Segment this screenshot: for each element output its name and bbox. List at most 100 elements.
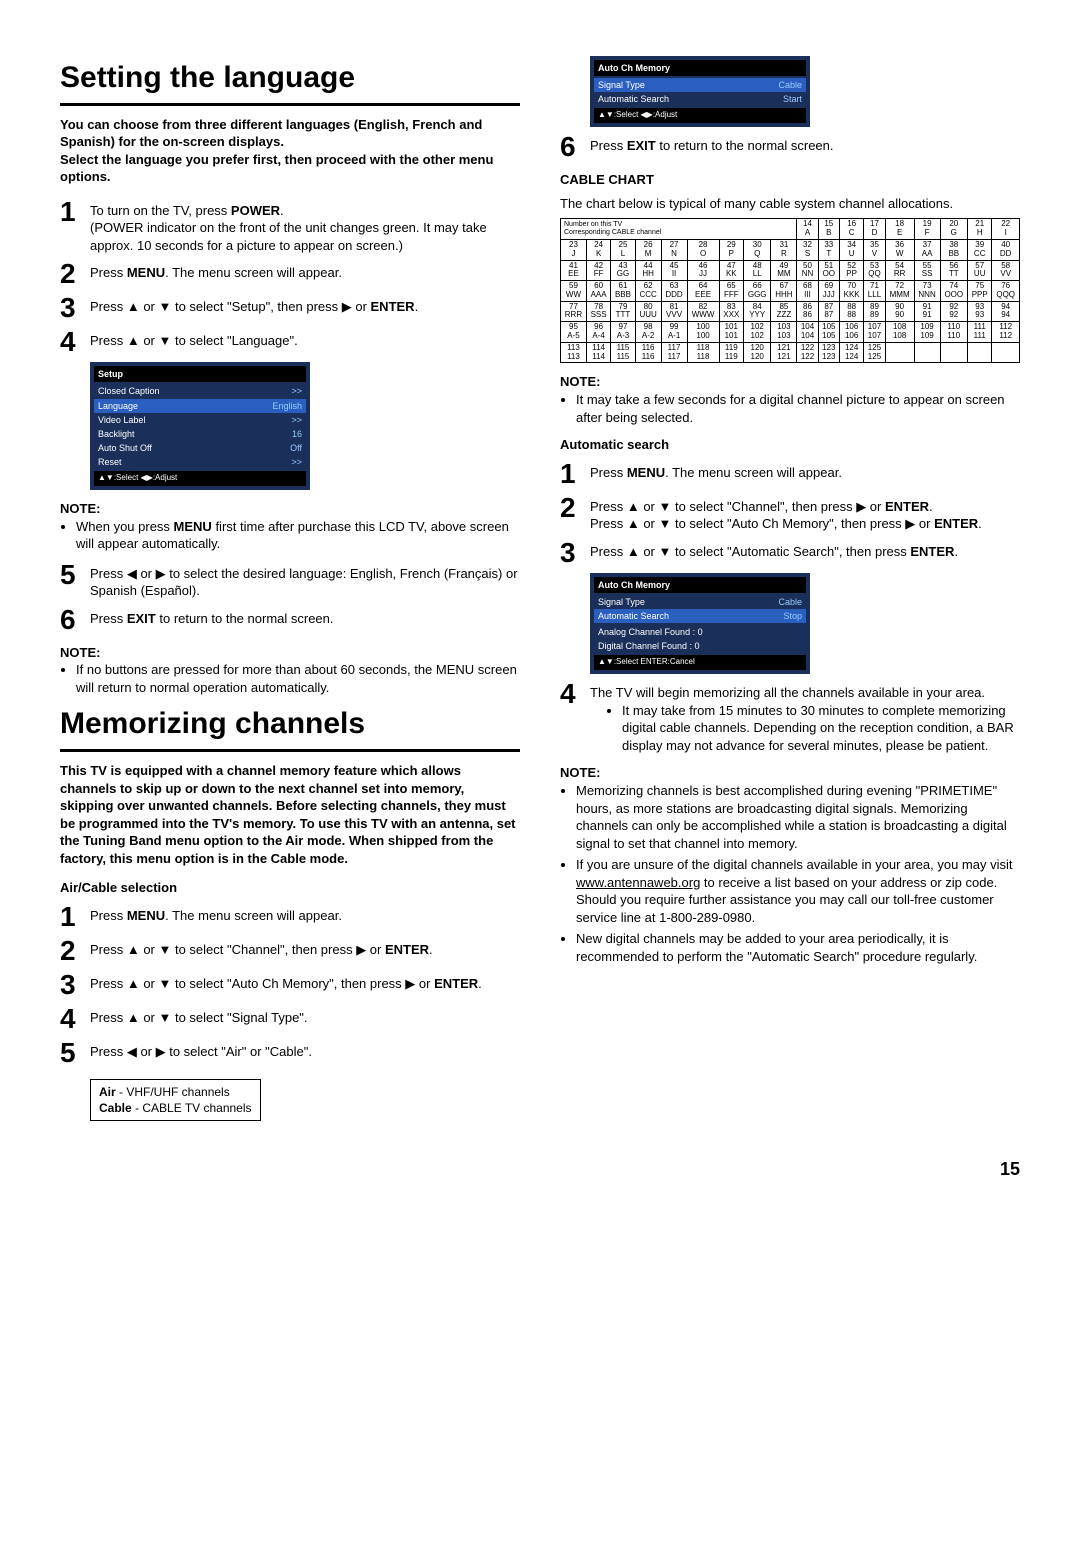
cable-chart-intro: The chart below is typical of many cable… bbox=[560, 195, 1020, 213]
text: - VHF/UHF channels bbox=[116, 1085, 230, 1099]
osd-setup-menu: SetupClosed Caption>>LanguageEnglishVide… bbox=[90, 362, 310, 490]
text: . bbox=[429, 942, 433, 957]
text: Air bbox=[99, 1085, 116, 1099]
step-number: 5 bbox=[60, 561, 90, 600]
step-ac-5: 5 Press ◀ or ▶ to select "Air" or "Cable… bbox=[60, 1039, 520, 1067]
note-heading: NOTE: bbox=[560, 373, 1020, 391]
text: ENTER bbox=[885, 499, 929, 514]
text: Press ▲ or ▼ to select "Signal Type". bbox=[90, 1005, 308, 1033]
text: Press ◀ or ▶ to select "Air" or "Cable". bbox=[90, 1039, 312, 1067]
heading-setting-language: Setting the language bbox=[60, 58, 520, 99]
step-number: 2 bbox=[60, 937, 90, 965]
step-number: 2 bbox=[560, 494, 590, 533]
text: MENU bbox=[627, 465, 665, 480]
text: EXIT bbox=[627, 138, 656, 153]
step-6: 6 Press EXIT to return to the normal scr… bbox=[60, 606, 520, 634]
step-ac-1: 1 Press MENU. The menu screen will appea… bbox=[60, 903, 520, 931]
step-3: 3 Press ▲ or ▼ to select "Setup", then p… bbox=[60, 294, 520, 322]
text: Press ▲ or ▼ to select "Auto Ch Memory",… bbox=[90, 976, 434, 991]
step-number: 4 bbox=[60, 328, 90, 356]
step-number: 4 bbox=[60, 1005, 90, 1033]
step-as-4: 4 The TV will begin memorizing all the c… bbox=[560, 680, 1020, 754]
text: to return to the normal screen. bbox=[156, 611, 334, 626]
link-antennaweb[interactable]: www.antennaweb.org bbox=[576, 875, 700, 890]
text: - CABLE TV channels bbox=[132, 1101, 252, 1115]
text: Press bbox=[90, 265, 127, 280]
note-text: New digital channels may be added to you… bbox=[576, 930, 1020, 965]
step-as-1: 1 Press MENU. The menu screen will appea… bbox=[560, 460, 1020, 488]
step-number: 1 bbox=[60, 903, 90, 931]
step-number: 6 bbox=[560, 133, 590, 161]
signal-type-box: Air - VHF/UHF channels Cable - CABLE TV … bbox=[90, 1079, 261, 1121]
page-number: 15 bbox=[60, 1157, 1020, 1181]
text: Press ▲ or ▼ to select "Language". bbox=[90, 333, 298, 348]
text: To turn on the TV, press bbox=[90, 203, 231, 218]
text: Press ▲ or ▼ to select "Setup", then pre… bbox=[90, 299, 371, 314]
text: . The menu screen will appear. bbox=[165, 265, 342, 280]
text: ENTER bbox=[910, 544, 954, 559]
note-heading: NOTE: bbox=[560, 764, 1020, 782]
osd-auto-ch-memory-2: Auto Ch MemorySignal TypeCableAutomatic … bbox=[590, 573, 810, 675]
text: MENU bbox=[127, 265, 165, 280]
subhead-auto-search: Automatic search bbox=[560, 436, 1020, 454]
step-number: 1 bbox=[560, 460, 590, 488]
step-4: 4 Press ▲ or ▼ to select "Language". bbox=[60, 328, 520, 356]
step-number: 3 bbox=[560, 539, 590, 567]
text: Press ◀ or ▶ to select the desired langu… bbox=[90, 561, 520, 600]
text: . bbox=[978, 516, 982, 531]
subhead-air-cable: Air/Cable selection bbox=[60, 879, 520, 897]
step-number: 4 bbox=[560, 680, 590, 754]
text: . bbox=[954, 544, 958, 559]
text: MENU bbox=[127, 908, 165, 923]
note-text: If no buttons are pressed for more than … bbox=[76, 661, 520, 696]
text: . The menu screen will appear. bbox=[165, 908, 342, 923]
text: Press bbox=[90, 611, 127, 626]
step-number: 2 bbox=[60, 260, 90, 288]
step-ac-2: 2 Press ▲ or ▼ to select "Channel", then… bbox=[60, 937, 520, 965]
step-as-3: 3 Press ▲ or ▼ to select "Automatic Sear… bbox=[560, 539, 1020, 567]
cable-chart-table: Number on this TV Corresponding CABLE ch… bbox=[560, 218, 1020, 363]
text: Cable bbox=[99, 1101, 132, 1115]
step-1: 1 To turn on the TV, press POWER. (POWER… bbox=[60, 198, 520, 255]
text: Press ▲ or ▼ to select "Automatic Search… bbox=[590, 544, 910, 559]
text: Press ▲ or ▼ to select "Channel", then p… bbox=[90, 942, 385, 957]
step-as-2: 2 Press ▲ or ▼ to select "Channel", then… bbox=[560, 494, 1020, 533]
divider bbox=[60, 103, 520, 106]
divider bbox=[60, 749, 520, 752]
text: EXIT bbox=[127, 611, 156, 626]
text: ENTER bbox=[434, 976, 478, 991]
sub-note: It may take from 15 minutes to 30 minute… bbox=[622, 702, 1020, 755]
text: . bbox=[929, 499, 933, 514]
note-text: Memorizing channels is best accomplished… bbox=[576, 782, 1020, 852]
text: Press bbox=[590, 465, 627, 480]
text: ENTER bbox=[385, 942, 429, 957]
step-5: 5 Press ◀ or ▶ to select the desired lan… bbox=[60, 561, 520, 600]
osd-auto-ch-memory-1: Auto Ch MemorySignal TypeCableAutomatic … bbox=[590, 56, 810, 127]
intro-text: This TV is equipped with a channel memor… bbox=[60, 762, 520, 867]
note-text: When you press MENU first time after pur… bbox=[76, 518, 520, 553]
heading-memorizing-channels: Memorizing channels bbox=[60, 704, 520, 745]
cable-chart-heading: CABLE CHART bbox=[560, 171, 1020, 189]
note-text: It may take a few seconds for a digital … bbox=[576, 391, 1020, 426]
step-number: 6 bbox=[60, 606, 90, 634]
step-number: 3 bbox=[60, 294, 90, 322]
step-2: 2 Press MENU. The menu screen will appea… bbox=[60, 260, 520, 288]
text: Press bbox=[90, 908, 127, 923]
text: to return to the normal screen. bbox=[656, 138, 834, 153]
step-number: 3 bbox=[60, 971, 90, 999]
text: . bbox=[478, 976, 482, 991]
text: The TV will begin memorizing all the cha… bbox=[590, 685, 985, 700]
step-ac-4: 4 Press ▲ or ▼ to select "Signal Type". bbox=[60, 1005, 520, 1033]
note-heading: NOTE: bbox=[60, 644, 520, 662]
text: Press bbox=[590, 138, 627, 153]
intro-text: You can choose from three different lang… bbox=[60, 116, 520, 186]
step-6-right: 6 Press EXIT to return to the normal scr… bbox=[560, 133, 1020, 161]
text: Press ▲ or ▼ to select "Auto Ch Memory",… bbox=[590, 516, 934, 531]
text: Press ▲ or ▼ to select "Channel", then p… bbox=[590, 499, 885, 514]
text: . bbox=[415, 299, 419, 314]
text: ENTER bbox=[934, 516, 978, 531]
step-ac-3: 3 Press ▲ or ▼ to select "Auto Ch Memory… bbox=[60, 971, 520, 999]
text: . The menu screen will appear. bbox=[665, 465, 842, 480]
note-heading: NOTE: bbox=[60, 500, 520, 518]
note-text: If you are unsure of the digital channel… bbox=[576, 856, 1020, 926]
